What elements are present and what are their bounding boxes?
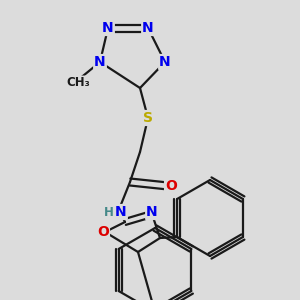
Text: O: O [165, 179, 177, 193]
Text: S: S [143, 111, 153, 125]
Text: O: O [97, 225, 109, 239]
Text: N: N [142, 21, 154, 35]
Text: N: N [102, 21, 114, 35]
Text: H: H [104, 206, 114, 220]
Text: N: N [146, 205, 158, 219]
Text: CH₃: CH₃ [66, 76, 90, 89]
Text: N: N [94, 55, 106, 69]
Text: N: N [115, 205, 127, 219]
Text: N: N [159, 55, 171, 69]
